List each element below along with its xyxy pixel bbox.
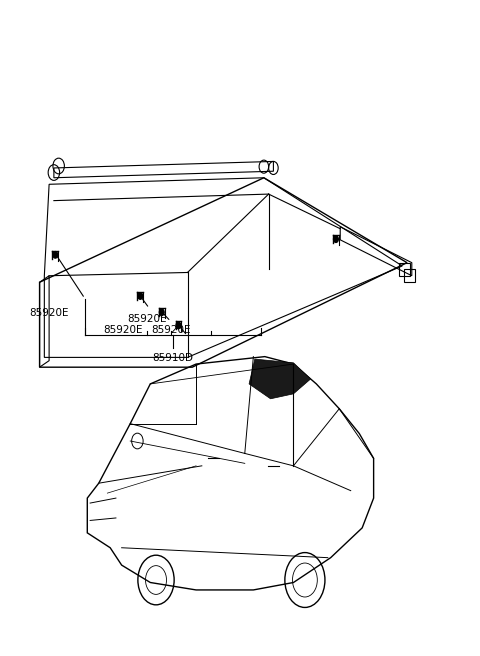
- Circle shape: [138, 293, 143, 299]
- Circle shape: [159, 309, 164, 316]
- Text: 85920E: 85920E: [29, 308, 69, 318]
- Circle shape: [176, 322, 181, 329]
- Polygon shape: [249, 359, 311, 399]
- Text: 85920E: 85920E: [103, 325, 143, 335]
- Text: 85920E: 85920E: [127, 314, 167, 323]
- Circle shape: [334, 236, 338, 243]
- Text: 85910D: 85910D: [153, 353, 194, 363]
- Bar: [399, 262, 410, 276]
- Text: 85920E: 85920E: [151, 325, 191, 335]
- Circle shape: [53, 251, 58, 258]
- Bar: [404, 269, 415, 282]
